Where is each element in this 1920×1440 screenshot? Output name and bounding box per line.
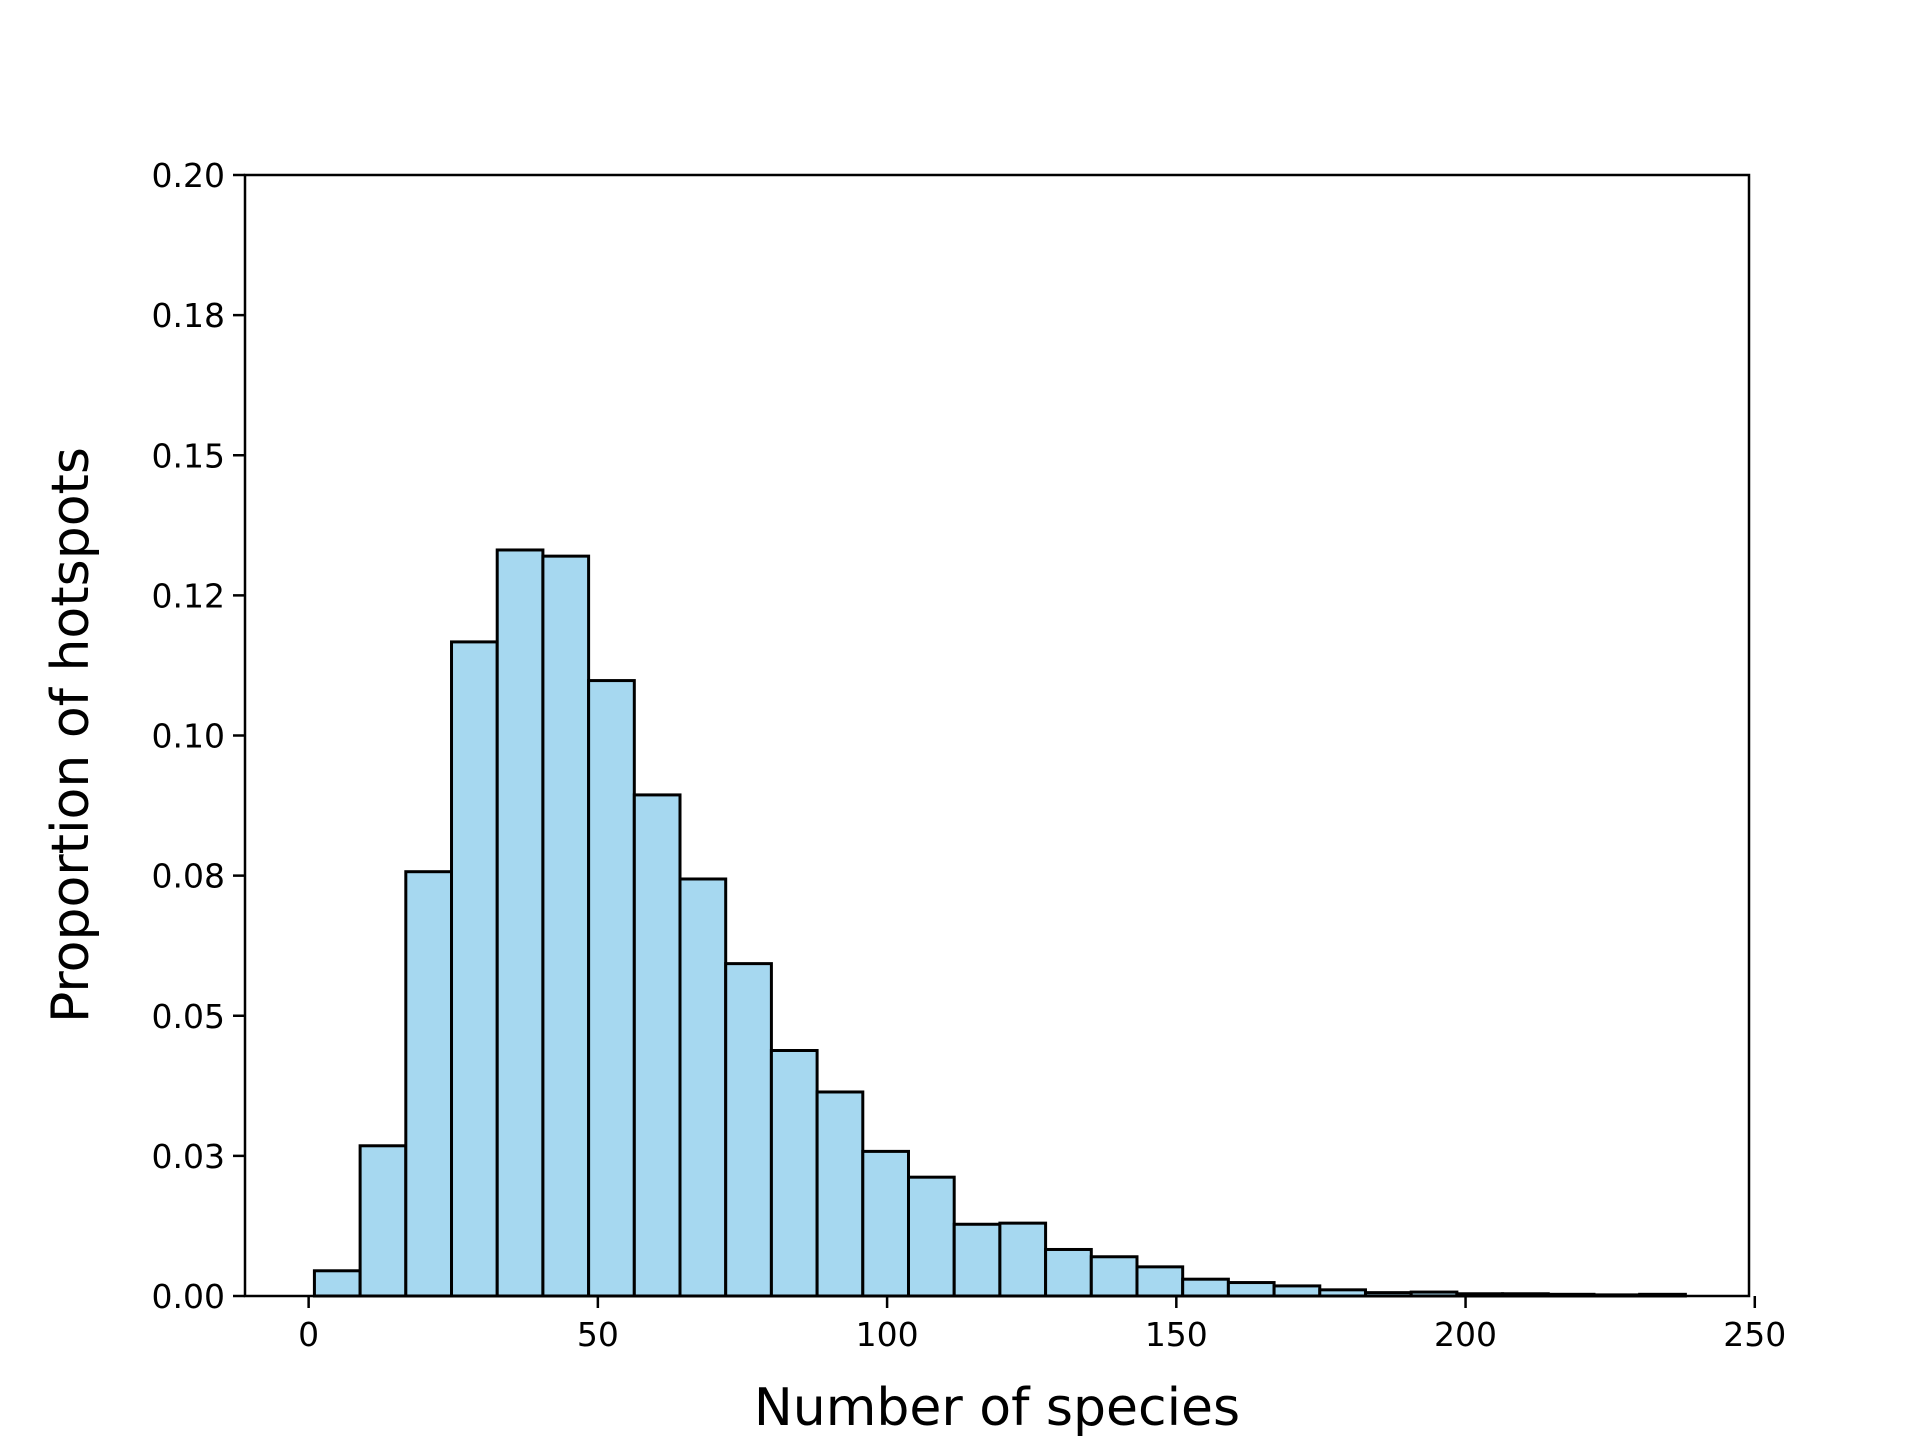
bars-group <box>312 548 1687 1298</box>
x-tick-label: 200 <box>1434 1315 1497 1354</box>
histogram-bar <box>769 1049 819 1298</box>
histogram-bar <box>312 1269 362 1298</box>
histogram-bar <box>632 793 682 1298</box>
x-tick-label: 50 <box>577 1315 619 1354</box>
histogram-bar <box>541 554 591 1298</box>
histogram-bar <box>495 548 545 1298</box>
histogram-bar <box>724 962 773 1298</box>
y-axis-label: Proportion of hotspots <box>41 447 101 1023</box>
histogram-bar <box>587 679 636 1298</box>
histogram-bar <box>1044 1247 1093 1298</box>
histogram-bar <box>998 1221 1048 1298</box>
histogram-bar <box>1089 1255 1139 1298</box>
histogram-bar <box>450 640 499 1298</box>
histogram-bar <box>1181 1277 1230 1298</box>
histogram-bar <box>861 1149 910 1298</box>
histogram-bar <box>1135 1265 1185 1298</box>
y-tick-label: 0.18 <box>152 296 225 335</box>
x-axis: 0 50 100 150 200 250 <box>298 1296 1786 1354</box>
histogram-bar <box>815 1090 865 1298</box>
histogram-bar <box>1272 1284 1322 1298</box>
y-tick-label: 0.20 <box>152 156 225 195</box>
x-tick-label: 250 <box>1723 1315 1786 1354</box>
y-tick-label: 0.10 <box>152 717 225 756</box>
x-tick-label: 100 <box>856 1315 919 1354</box>
histogram-bar <box>678 877 728 1298</box>
histogram-bar <box>404 870 454 1298</box>
y-axis: 0.00 0.03 0.05 0.08 0.10 0.12 0.15 0.18 0.20 <box>152 156 245 1316</box>
x-tick-label: 0 <box>298 1315 319 1354</box>
histogram-bar <box>906 1175 956 1298</box>
y-tick-label: 0.05 <box>152 997 225 1036</box>
x-tick-label: 150 <box>1145 1315 1208 1354</box>
histogram-bar <box>952 1222 1002 1298</box>
histogram-bar <box>1226 1281 1276 1298</box>
y-tick-label: 0.03 <box>152 1137 225 1176</box>
y-tick-label: 0.15 <box>152 436 225 475</box>
histogram-bar <box>358 1144 408 1298</box>
y-tick-label: 0.12 <box>152 576 225 615</box>
x-axis-label: Number of species <box>754 1378 1240 1438</box>
y-tick-label: 0.00 <box>152 1277 225 1316</box>
y-tick-label: 0.08 <box>152 857 225 896</box>
